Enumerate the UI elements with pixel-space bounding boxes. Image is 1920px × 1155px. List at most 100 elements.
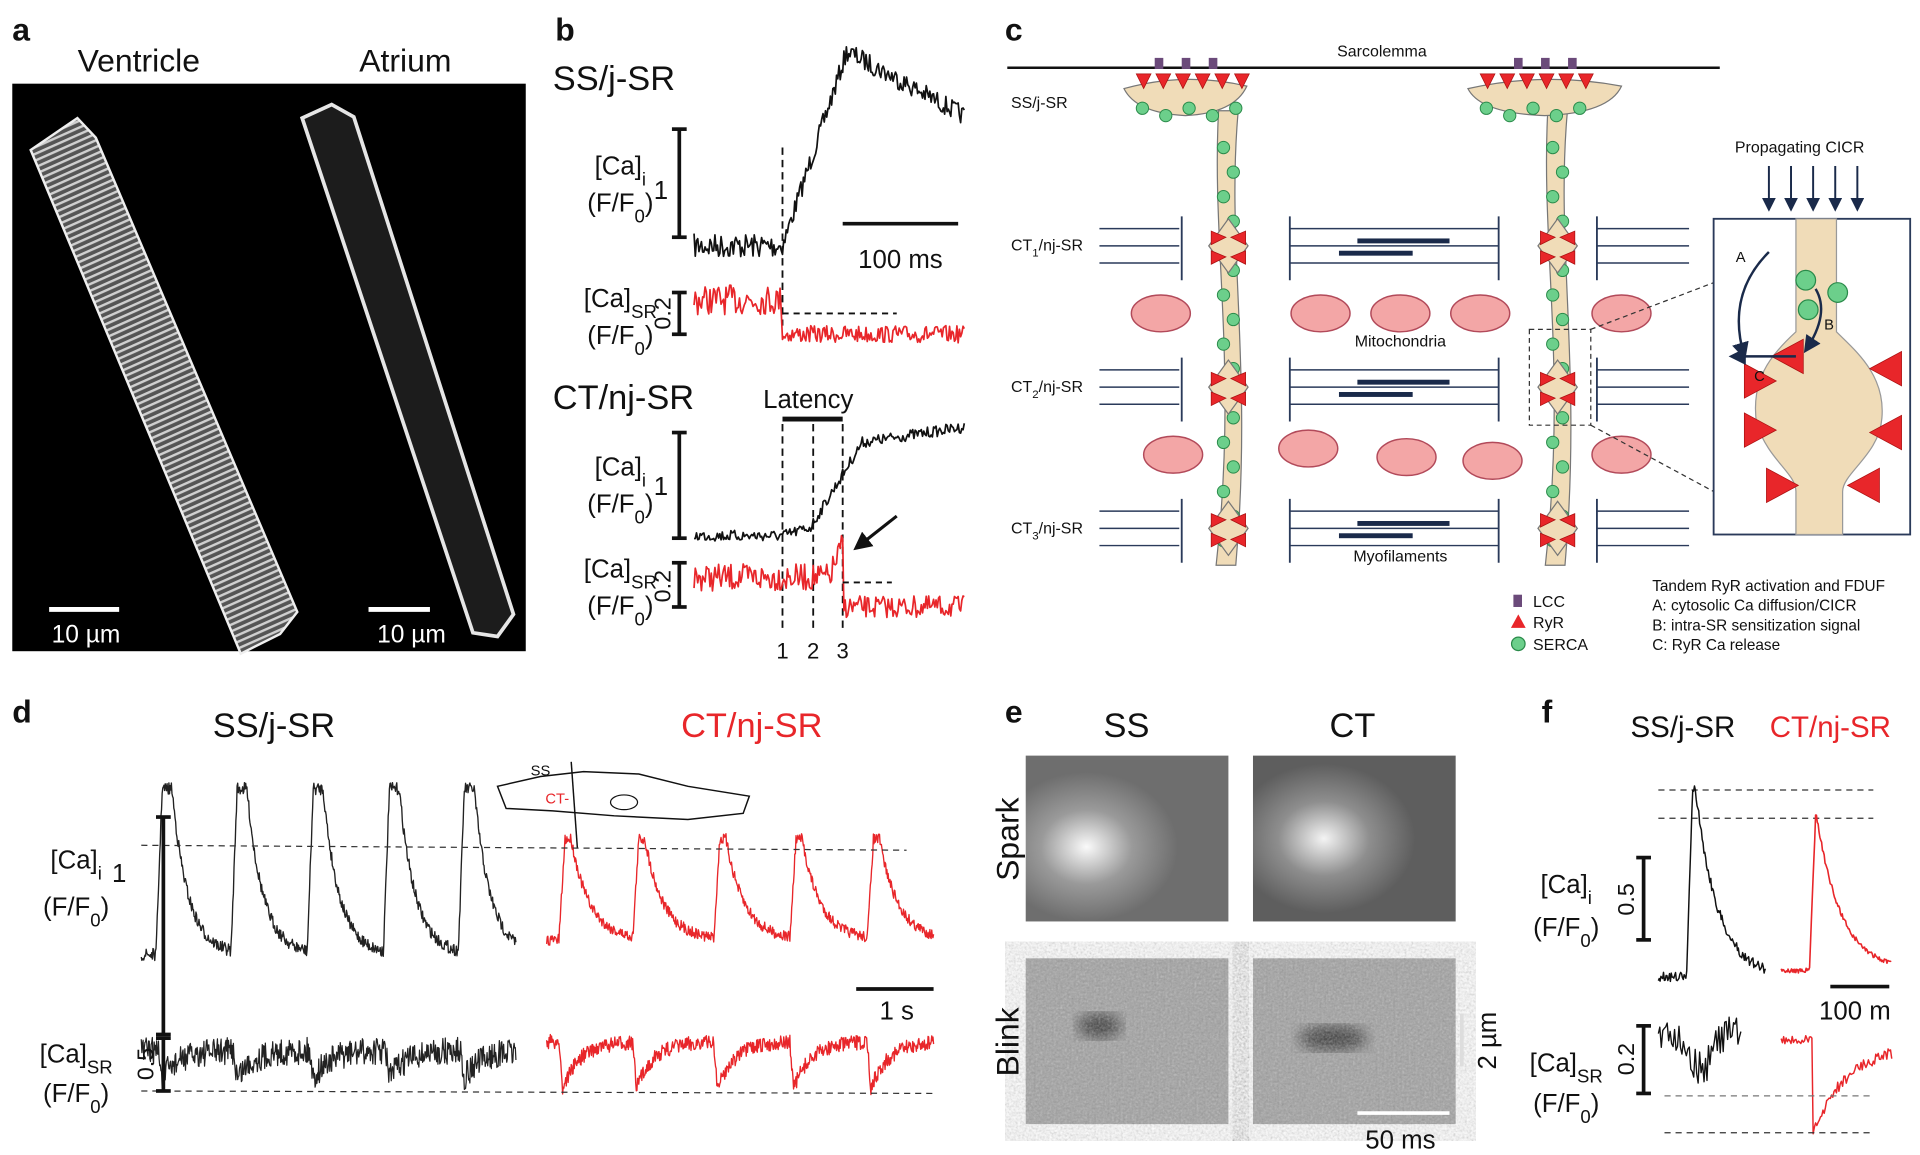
- serca: [1546, 337, 1560, 351]
- trace-title: CT/nj-SR: [1770, 711, 1891, 744]
- label: [Ca]i: [1541, 871, 1592, 908]
- serca: [1555, 312, 1570, 327]
- label: [Ca]SR: [584, 285, 657, 322]
- serca: [1573, 101, 1587, 115]
- ryr: [1210, 371, 1227, 387]
- mitochondrion: [1591, 435, 1652, 474]
- scale-label: 1: [654, 177, 668, 205]
- label: CT3/nj-SR: [1011, 520, 1083, 542]
- marker-label: 1: [776, 639, 788, 664]
- scale-label: 0.2: [650, 297, 676, 329]
- label-text: [Ca]: [1530, 1049, 1577, 1077]
- label-text: [Ca]: [584, 556, 631, 584]
- nucleus-sketch: [609, 794, 639, 811]
- label-subscript: i: [642, 469, 646, 490]
- scale-label: 100 m: [1819, 998, 1891, 1026]
- label-subscript: 0: [90, 1096, 100, 1117]
- ryr: [1743, 412, 1778, 448]
- arrow-a: [1732, 251, 1770, 360]
- label: (F/F0): [43, 893, 109, 930]
- ryr: [1559, 391, 1576, 407]
- label: (F/F0): [587, 189, 653, 226]
- ryr: [1577, 73, 1594, 90]
- serca: [1216, 337, 1231, 351]
- label-text: [Ca]: [1541, 871, 1588, 899]
- scale-label: 0.2: [650, 570, 676, 602]
- trace: [694, 423, 966, 542]
- serca: [1216, 484, 1231, 499]
- label-text: (F/F: [1533, 1090, 1580, 1118]
- mitochondrion: [1462, 441, 1523, 480]
- blink-noise: [1252, 958, 1456, 1125]
- serca: [1216, 140, 1231, 155]
- ryr: [1229, 250, 1246, 265]
- ryr: [1540, 230, 1557, 246]
- label-tail: ): [101, 1080, 110, 1108]
- label: Latency: [763, 386, 853, 414]
- label-text: (F/F: [587, 322, 634, 350]
- serca: [1555, 411, 1570, 425]
- ryr: [1229, 391, 1246, 407]
- serca: [1205, 108, 1220, 123]
- label: SS: [531, 763, 551, 779]
- column-title: SS: [1104, 707, 1150, 745]
- scale-label: 2 µm: [1474, 1012, 1502, 1070]
- serca: [1503, 108, 1517, 123]
- trace: [1780, 1034, 1893, 1135]
- label-text: CT: [1011, 379, 1033, 396]
- note: Tandem RyR activation and FDUF: [1652, 578, 1885, 595]
- panel-letter: b: [555, 12, 575, 48]
- serca: [1827, 282, 1849, 303]
- label-subscript: SR: [87, 1056, 113, 1077]
- trace: [693, 534, 965, 619]
- trace: [545, 1033, 935, 1096]
- serca: [1226, 165, 1240, 179]
- serca: [1226, 411, 1240, 425]
- serca: [1216, 288, 1231, 302]
- label-subscript: i: [1588, 887, 1592, 908]
- marker-label: 2: [807, 639, 819, 664]
- label-subscript: SR: [631, 571, 657, 592]
- trace: [1657, 785, 1766, 983]
- serca: [1182, 101, 1196, 115]
- arrow-b: [1803, 288, 1823, 354]
- ryr: [1538, 73, 1555, 90]
- label-text: [Ca]: [595, 153, 642, 181]
- thick-filament: [1338, 250, 1413, 256]
- label: A: [1736, 250, 1746, 266]
- trace-title: SS/j-SR: [553, 60, 675, 98]
- trace-title: CT/nj-SR: [553, 379, 694, 417]
- mitochondrion: [1450, 294, 1511, 333]
- ryr: [1210, 391, 1227, 407]
- label: [Ca]i: [595, 153, 646, 190]
- scale-label: 1 s: [880, 998, 914, 1026]
- label-tail: ): [1591, 1090, 1600, 1118]
- ryr: [1540, 513, 1557, 528]
- label: (F/F0): [1533, 1090, 1599, 1127]
- ryr: [1479, 73, 1496, 90]
- trace-title: CT/nj-SR: [681, 707, 822, 745]
- thick-filament: [1357, 379, 1450, 385]
- mitochondrion: [1142, 435, 1204, 474]
- label-subscript: 0: [635, 205, 645, 226]
- ryr: [1229, 230, 1246, 246]
- label-subscript: 1: [1032, 248, 1038, 260]
- spark-image: [1252, 755, 1456, 922]
- scale-label: 10 µm: [52, 622, 121, 649]
- serca: [1229, 101, 1243, 115]
- spark-image: [1025, 755, 1229, 922]
- image-label: Atrium: [359, 42, 451, 78]
- ryr: [1233, 73, 1250, 90]
- ct-junction: [1537, 500, 1579, 557]
- label-tail: ): [645, 490, 654, 518]
- ryr: [1559, 250, 1576, 265]
- label-text: [Ca]: [40, 1041, 87, 1069]
- label-tail: ): [645, 189, 654, 217]
- lcc: [1154, 57, 1164, 69]
- trace-title: SS/j-SR: [1631, 711, 1736, 744]
- trace: [693, 45, 966, 258]
- ryr: [1229, 513, 1246, 528]
- ryr: [1846, 467, 1880, 504]
- label-text: (F/F: [587, 592, 634, 620]
- label: CT1/nj-SR: [1011, 238, 1083, 260]
